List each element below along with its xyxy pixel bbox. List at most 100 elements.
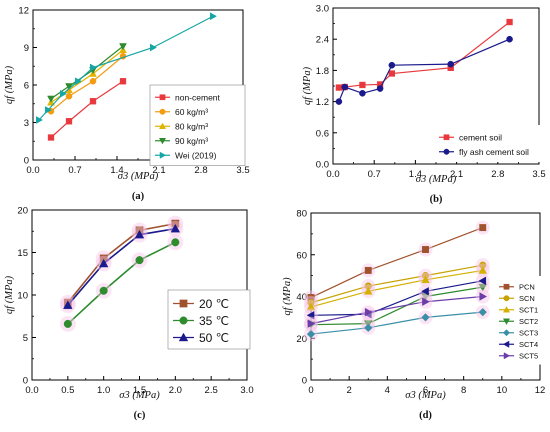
- legend-marker: [159, 151, 167, 159]
- data-point: [376, 85, 384, 92]
- x-tick-label: 0.7: [68, 165, 81, 176]
- legend-label: cement soil: [459, 132, 502, 142]
- data-point: [306, 302, 316, 311]
- data-point: [447, 60, 455, 68]
- series-0: [335, 18, 513, 91]
- series-6: [303, 289, 490, 331]
- series-line: [67, 227, 176, 306]
- data-point: [478, 266, 488, 274]
- x-tick-label: 8: [461, 385, 466, 396]
- data-point: [421, 275, 430, 284]
- data-point: [89, 98, 97, 105]
- panel-label: (b): [430, 194, 443, 205]
- data-point: [35, 116, 43, 124]
- y-tick-label: 3: [24, 118, 29, 129]
- data-point: [335, 84, 343, 91]
- x-tick-label: 0.0: [25, 385, 38, 396]
- legend-label: 90 kg/m³: [175, 136, 208, 146]
- legend: 20 ℃ 35 ℃ 50 ℃: [167, 289, 251, 350]
- x-tick-label: 2.1: [152, 165, 165, 176]
- data-point: [478, 283, 488, 292]
- x-tick-label: 2.0: [169, 385, 182, 396]
- panel-label: (c): [134, 410, 146, 421]
- series-0: [303, 220, 490, 305]
- y-axis-label: qf (MPa): [302, 66, 313, 105]
- x-tick-label: 2.1: [450, 169, 463, 180]
- x-tick-label: 0.0: [26, 165, 39, 176]
- legend-marker: [503, 352, 511, 360]
- x-tick-label: 10: [497, 385, 508, 396]
- x-tick-label: 12: [535, 385, 546, 396]
- data-point: [421, 313, 430, 322]
- x-tick-label: 1.5: [133, 385, 146, 396]
- x-tick-label: 3.5: [532, 169, 545, 180]
- y-tick-label: 1.2: [316, 97, 329, 108]
- data-point: [363, 286, 373, 295]
- data-point: [89, 63, 97, 72]
- legend-marker: [502, 318, 511, 325]
- x-tick-label: 2: [347, 385, 352, 396]
- data-point: [171, 238, 180, 247]
- legend-label: SCT5: [519, 351, 538, 360]
- data-point: [149, 43, 157, 52]
- legend-marker: [503, 283, 510, 290]
- y-tick-label: 15: [17, 248, 28, 259]
- series-line: [50, 55, 124, 112]
- data-point: [209, 12, 217, 21]
- panel-label: (a): [132, 191, 145, 202]
- legend-label: non-cement: [175, 92, 221, 102]
- y-tick-label: 9: [24, 43, 29, 54]
- chart-panel-c: 0.0 0.5 1.0 1.5 2.0 2.5 3.0 0 5 10 15 20 σ3 (MPa) qf …: [4, 206, 254, 422]
- series-line: [310, 286, 483, 326]
- data-point: [119, 43, 127, 51]
- y-tick-label: 0: [23, 376, 28, 387]
- x-tick-label: 3.0: [240, 385, 253, 396]
- data-point: [44, 106, 52, 114]
- panel-label: (d): [419, 410, 432, 421]
- data-point: [335, 98, 343, 105]
- data-point: [65, 118, 73, 125]
- y-tick-label: 20: [296, 334, 307, 345]
- y-tick-label: 2.4: [316, 35, 329, 46]
- data-point: [47, 95, 55, 103]
- legend-box: [434, 125, 544, 162]
- legend-label: 35 ℃: [199, 314, 229, 328]
- x-axis-label: σ3 (MPa): [119, 390, 160, 401]
- data-point: [422, 246, 429, 253]
- series-line: [310, 280, 483, 316]
- data-point: [63, 319, 72, 328]
- series-line: [50, 80, 124, 138]
- legend-marker: [443, 148, 450, 155]
- series-line: [310, 264, 483, 304]
- data-point: [359, 81, 366, 89]
- y-tick-label: 0.0: [316, 160, 329, 171]
- y-tick-label: 0: [24, 156, 29, 167]
- data-point: [388, 61, 396, 69]
- data-point: [364, 266, 372, 274]
- series-4: [303, 305, 490, 342]
- series-line: [310, 269, 483, 308]
- data-point: [134, 229, 145, 239]
- data-point: [119, 78, 127, 85]
- x-tick-label: 0: [308, 385, 313, 396]
- series-1: [59, 234, 184, 332]
- series-line: [310, 311, 483, 335]
- data-point: [359, 89, 366, 97]
- data-point: [135, 256, 144, 265]
- legend-label: SCT2: [519, 317, 538, 326]
- data-point: [364, 307, 373, 317]
- chart-panel-d: 0 2 4 6 8 10 12 0 20 40 60 80 σ3 (MPa) qf (MPa) (d) PCN…: [282, 209, 546, 421]
- data-point: [170, 223, 181, 233]
- legend-label: SCN: [519, 294, 535, 303]
- x-tick-label: 4: [385, 385, 390, 396]
- data-point: [63, 300, 73, 309]
- series-line: [310, 295, 483, 325]
- y-tick-label: 5: [23, 333, 28, 344]
- data-point: [478, 307, 487, 317]
- data-point: [478, 276, 487, 286]
- series-4: [35, 12, 217, 124]
- legend: PCN SCN SCT1 SCT2 SCT3 SCT4 SCT5: [494, 276, 546, 365]
- legend-marker: [503, 329, 510, 337]
- data-point: [479, 292, 488, 301]
